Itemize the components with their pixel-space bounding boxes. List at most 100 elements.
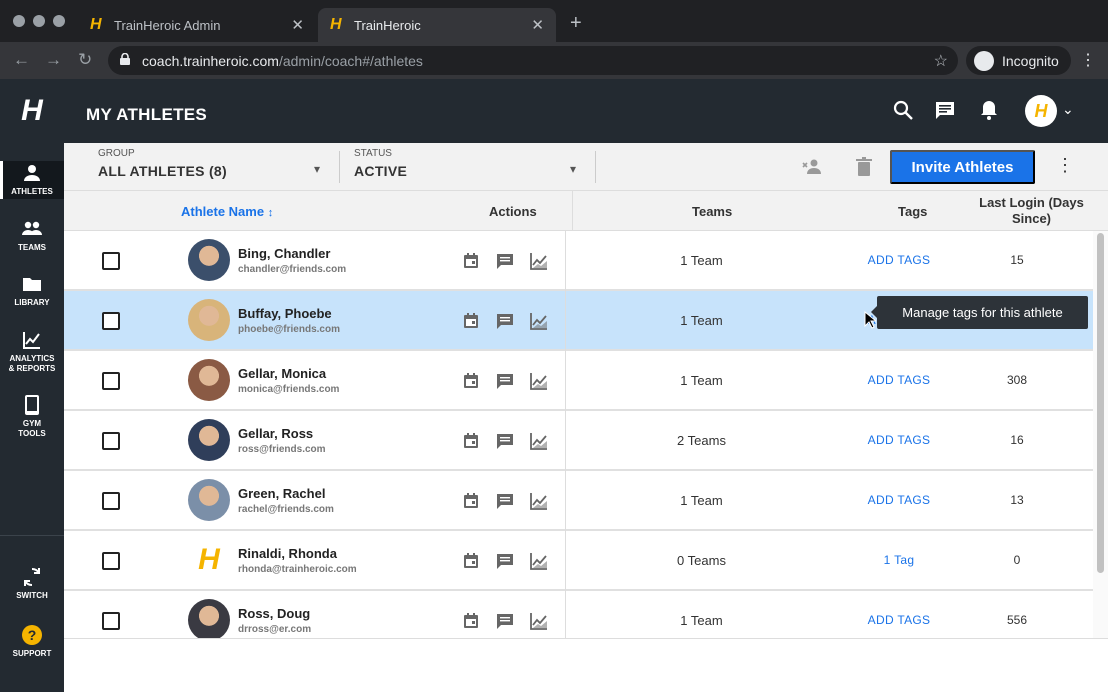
trash-icon[interactable]	[854, 157, 874, 177]
invite-athletes-button[interactable]: Invite Athletes	[890, 150, 1035, 184]
message-icon[interactable]	[496, 432, 514, 450]
analytics-chart-icon[interactable]	[530, 252, 548, 270]
athlete-avatar[interactable]	[188, 599, 230, 638]
athlete-teams[interactable]: 1 Team	[680, 493, 723, 508]
message-icon[interactable]	[496, 492, 514, 510]
more-options-icon[interactable]: ⋮	[1056, 155, 1074, 175]
calendar-icon[interactable]	[462, 612, 480, 630]
message-icon[interactable]	[496, 252, 514, 270]
row-checkbox[interactable]	[102, 432, 120, 450]
user-avatar[interactable]: H	[1025, 95, 1057, 127]
sidebar-item-teams[interactable]: TEAMS	[0, 219, 64, 253]
sidebar-item-library[interactable]: LIBRARY	[0, 274, 64, 308]
athlete-avatar[interactable]	[188, 419, 230, 461]
analytics-chart-icon[interactable]	[530, 552, 548, 570]
lock-icon	[120, 53, 130, 65]
calendar-icon[interactable]	[462, 492, 480, 510]
message-icon[interactable]	[496, 372, 514, 390]
calendar-icon[interactable]	[462, 312, 480, 330]
trainheroic-logo-icon[interactable]: H	[198, 543, 220, 576]
table-row[interactable]: H Rinaldi, Rhonda rhonda@trainheroic.com…	[64, 531, 1093, 591]
sidebar-item-switch[interactable]: SWITCH	[0, 567, 64, 601]
add-tags-link[interactable]: ADD TAGS	[867, 433, 931, 447]
analytics-chart-icon[interactable]	[530, 312, 548, 330]
close-tab-icon[interactable]: ✕	[531, 17, 544, 34]
sidebar-item-support[interactable]: ? SUPPORT	[0, 625, 64, 659]
athlete-teams[interactable]: 0 Teams	[677, 553, 726, 568]
close-tab-icon[interactable]: ✕	[291, 17, 304, 34]
scrollbar-thumb[interactable]	[1097, 233, 1104, 573]
bookmark-star-icon[interactable]: ☆	[933, 53, 948, 70]
browser-menu-icon[interactable]: ⋮	[1080, 52, 1096, 69]
athlete-name[interactable]: Ross, Doug	[238, 606, 311, 621]
message-icon[interactable]	[496, 612, 514, 630]
calendar-icon[interactable]	[462, 552, 480, 570]
athlete-name[interactable]: Gellar, Monica	[238, 366, 327, 381]
athlete-teams[interactable]: 2 Teams	[677, 433, 726, 448]
athlete-name-sort-header[interactable]: Athlete Name ↕	[181, 204, 273, 219]
forward-icon[interactable]: →	[45, 50, 62, 69]
status-filter-select[interactable]: STATUS ACTIVE ▾	[354, 148, 584, 179]
remove-athlete-icon[interactable]	[802, 157, 822, 177]
athlete-email: chandler@friends.com	[238, 264, 347, 275]
window-zoom-dot[interactable]	[53, 15, 65, 27]
athlete-teams[interactable]: 1 Team	[680, 613, 723, 628]
add-tags-link[interactable]: ADD TAGS	[867, 373, 931, 387]
message-icon[interactable]	[496, 552, 514, 570]
table-row[interactable]: Gellar, Ross ross@friends.com 2 Teams AD…	[64, 411, 1093, 471]
message-icon[interactable]	[496, 312, 514, 330]
notifications-bell-icon[interactable]	[978, 99, 1000, 121]
analytics-chart-icon[interactable]	[530, 432, 548, 450]
browser-tab-admin[interactable]: H TrainHeroic Admin ✕	[78, 8, 316, 42]
athlete-name[interactable]: Rinaldi, Rhonda	[238, 546, 337, 561]
row-checkbox[interactable]	[102, 312, 120, 330]
row-checkbox[interactable]	[102, 612, 120, 630]
add-tags-link[interactable]: ADD TAGS	[867, 493, 931, 507]
sidebar-item-gym-tools[interactable]: GYM TOOLS	[0, 395, 64, 439]
back-icon[interactable]: ←	[13, 50, 30, 69]
athlete-name[interactable]: Buffay, Phoebe	[238, 306, 332, 321]
athlete-teams[interactable]: 1 Team	[680, 253, 723, 268]
athlete-teams[interactable]: 1 Team	[680, 373, 723, 388]
search-icon[interactable]	[892, 99, 914, 121]
chat-icon[interactable]	[934, 99, 956, 121]
window-close-dot[interactable]	[13, 15, 25, 27]
analytics-chart-icon[interactable]	[530, 492, 548, 510]
analytics-chart-icon[interactable]	[530, 612, 548, 630]
add-tags-link[interactable]: ADD TAGS	[867, 253, 931, 267]
window-minimize-dot[interactable]	[33, 15, 45, 27]
row-checkbox[interactable]	[102, 372, 120, 390]
table-row[interactable]: Ross, Doug drross@er.com 1 Team ADD TAGS…	[64, 591, 1093, 638]
table-scrollbar[interactable]	[1093, 231, 1108, 638]
row-checkbox[interactable]	[102, 252, 120, 270]
athlete-teams[interactable]: 1 Team	[680, 313, 723, 328]
sidebar-item-athletes[interactable]: ATHLETES	[0, 161, 64, 199]
sidebar-item-analytics[interactable]: ANALYTICS & REPORTS	[0, 330, 64, 374]
app-logo[interactable]: H	[21, 94, 43, 127]
calendar-icon[interactable]	[462, 252, 480, 270]
athlete-avatar[interactable]	[188, 479, 230, 521]
athlete-avatar[interactable]	[188, 299, 230, 341]
browser-tab-trainheroic[interactable]: H TrainHeroic ✕	[318, 8, 556, 42]
add-tags-link[interactable]: ADD TAGS	[867, 613, 931, 627]
add-tags-link[interactable]: 1 Tag	[883, 553, 915, 567]
athlete-avatar[interactable]	[188, 359, 230, 401]
row-checkbox[interactable]	[102, 492, 120, 510]
athlete-name[interactable]: Gellar, Ross	[238, 426, 314, 441]
group-filter-select[interactable]: GROUP ALL ATHLETES (8) ▾	[98, 148, 328, 179]
table-row[interactable]: Gellar, Monica monica@friends.com 1 Team…	[64, 351, 1093, 411]
table-row[interactable]: Green, Rachel rachel@friends.com 1 Team …	[64, 471, 1093, 531]
chevron-down-icon[interactable]: ⌄	[1062, 101, 1074, 117]
calendar-icon[interactable]	[462, 372, 480, 390]
athlete-avatar[interactable]	[188, 239, 230, 281]
analytics-chart-icon[interactable]	[530, 372, 548, 390]
new-tab-icon[interactable]: +	[570, 12, 582, 34]
row-checkbox[interactable]	[102, 552, 120, 570]
incognito-badge[interactable]: Incognito	[966, 46, 1071, 75]
address-bar[interactable]: coach.trainheroic.com/admin/coach#/athle…	[108, 46, 958, 75]
reload-icon[interactable]: ↻	[78, 50, 93, 69]
athlete-name[interactable]: Bing, Chandler	[238, 246, 331, 261]
calendar-icon[interactable]	[462, 432, 480, 450]
table-row[interactable]: Bing, Chandler chandler@friends.com 1 Te…	[64, 231, 1093, 291]
athlete-name[interactable]: Green, Rachel	[238, 486, 326, 501]
